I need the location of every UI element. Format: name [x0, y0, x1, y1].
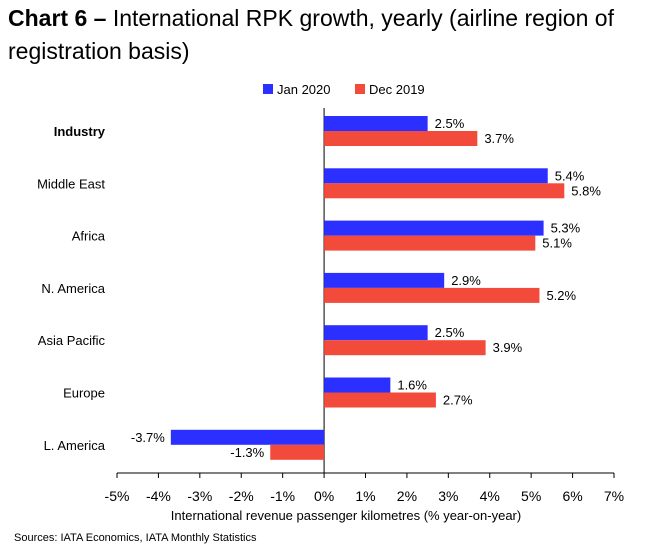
- data-label: 5.8%: [571, 183, 601, 198]
- x-tick-label: -4%: [146, 488, 171, 504]
- x-tick-label: -2%: [229, 488, 254, 504]
- x-tick-label: 7%: [604, 488, 624, 504]
- data-label: 5.1%: [542, 236, 572, 251]
- data-label: 3.9%: [493, 340, 523, 355]
- bar-dec-2019: [324, 131, 478, 146]
- bar-dec-2019: [324, 235, 536, 251]
- bar-dec-2019: [324, 287, 540, 303]
- bar-jan-2020: [324, 116, 428, 131]
- category-label: Africa: [72, 229, 106, 244]
- legend-swatch-1: [355, 84, 365, 94]
- bar-jan-2020: [324, 168, 548, 184]
- data-label: 5.2%: [546, 288, 576, 303]
- bar-dec-2019: [270, 444, 325, 460]
- x-axis-title: International revenue passenger kilometr…: [171, 508, 521, 523]
- category-label: L. America: [44, 438, 106, 453]
- data-label: 1.6%: [397, 378, 427, 393]
- data-label: 2.5%: [435, 116, 465, 131]
- legend-swatch-0: [263, 84, 273, 94]
- data-label: 3.7%: [484, 131, 514, 146]
- data-label: 2.7%: [443, 393, 473, 408]
- x-tick-label: -3%: [187, 488, 212, 504]
- x-tick-label: 2%: [397, 488, 417, 504]
- x-tick-label: -5%: [105, 488, 130, 504]
- x-tick-label: -1%: [270, 488, 295, 504]
- category-label: Asia Pacific: [38, 333, 106, 348]
- legend-label-1: Dec 2019: [369, 82, 425, 97]
- x-tick-label: 1%: [355, 488, 375, 504]
- source-note: Sources: IATA Economics, IATA Monthly St…: [14, 532, 257, 544]
- data-label: 2.5%: [435, 325, 465, 340]
- data-label: 2.9%: [451, 273, 481, 288]
- category-label: Europe: [63, 386, 105, 401]
- data-label: -1.3%: [230, 445, 264, 460]
- x-tick-label: 0%: [314, 488, 334, 504]
- x-tick-label: 4%: [480, 488, 500, 504]
- chart-title: Chart 6 – International RPK growth, year…: [8, 2, 648, 68]
- chart-title-lead: Chart 6 –: [8, 5, 107, 31]
- bar-jan-2020: [324, 325, 428, 341]
- bar-jan-2020: [170, 429, 325, 445]
- legend-label-0: Jan 2020: [277, 82, 331, 97]
- bar-dec-2019: [324, 183, 565, 199]
- bar-jan-2020: [324, 377, 391, 393]
- x-tick-label: 6%: [562, 488, 582, 504]
- category-label: N. America: [41, 281, 105, 296]
- category-label: Middle East: [37, 176, 105, 191]
- bar-jan-2020: [324, 272, 445, 288]
- x-tick-label: 3%: [438, 488, 458, 504]
- data-label: -3.7%: [131, 430, 165, 445]
- bar-dec-2019: [324, 340, 486, 356]
- bar-jan-2020: [324, 220, 544, 236]
- x-tick-label: 5%: [521, 488, 541, 504]
- data-label: 5.4%: [555, 168, 585, 183]
- chart-title-text: International RPK growth, yearly (airlin…: [8, 5, 614, 64]
- bar-dec-2019: [324, 392, 436, 408]
- category-label: Industry: [54, 124, 106, 139]
- data-label: 5.3%: [551, 221, 581, 236]
